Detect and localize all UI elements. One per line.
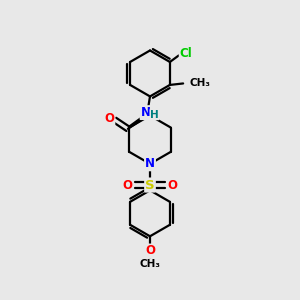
Text: CH₃: CH₃ <box>140 259 160 269</box>
Text: Cl: Cl <box>180 46 193 60</box>
Text: O: O <box>104 112 114 125</box>
Text: N: N <box>141 106 151 119</box>
Text: CH₃: CH₃ <box>189 79 210 88</box>
Text: O: O <box>122 178 132 191</box>
Text: S: S <box>145 178 155 191</box>
Text: H: H <box>150 110 159 120</box>
Text: N: N <box>145 157 155 170</box>
Text: O: O <box>145 244 155 257</box>
Text: O: O <box>168 178 178 191</box>
